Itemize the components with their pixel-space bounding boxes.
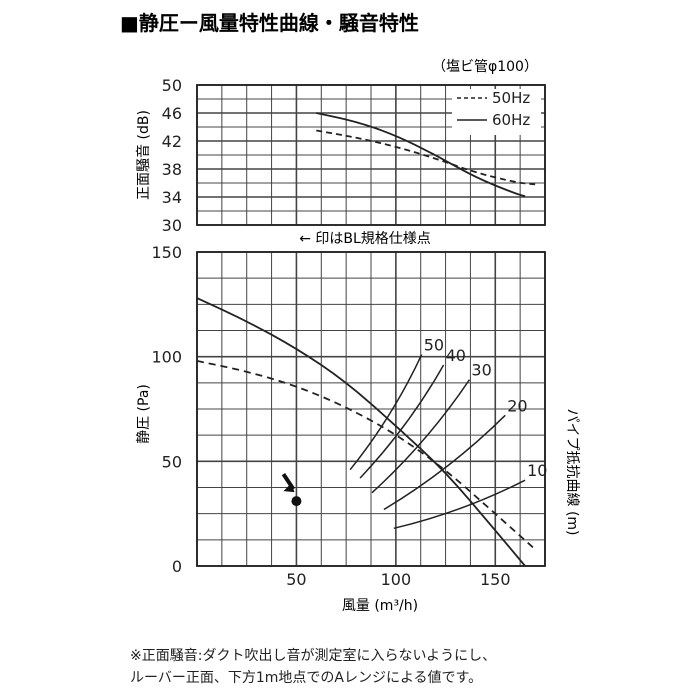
legend-label-60Hz: 60Hz — [492, 111, 530, 129]
pipe-curve-label-10: 10 — [527, 461, 547, 480]
noise-y-tick-label: 38 — [162, 160, 182, 179]
x-tick-label: 50 — [286, 570, 306, 589]
noise-y-tick-label: 46 — [162, 104, 182, 123]
noise-y-tick-label: 30 — [162, 216, 182, 235]
pipe-curve-label-40: 40 — [446, 346, 466, 365]
pressure-y-tick-label: 100 — [151, 348, 182, 367]
x-tick-label: 150 — [480, 570, 511, 589]
x-tick-label: 100 — [381, 570, 412, 589]
pressure-curve-dashed — [196, 360, 536, 550]
noise-y-tick-label: 50 — [162, 76, 182, 95]
pressure-y-tick-label: 50 — [162, 452, 182, 471]
bl-note: ← 印はBL規格仕様点 — [299, 231, 431, 247]
legend-label-50Hz: 50Hz — [492, 89, 530, 107]
noise-chart-frame — [196, 84, 546, 226]
noise-y-tick-label: 42 — [162, 132, 182, 151]
footnote-line: ※正面騒音:ダクト吹出し音が測定室に入らないようにし、 — [130, 647, 496, 664]
pressure-y-tick-label: 150 — [151, 243, 182, 262]
footnote-line: ルーバー正面、下方1m地点でのAレンジによる値です。 — [130, 670, 482, 686]
pipe-note: （塩ビ管φ100） — [432, 59, 538, 75]
noise-y-tick-label: 34 — [162, 188, 182, 207]
pipe-curve-label-30: 30 — [471, 361, 491, 380]
pipe-curve-50 — [349, 354, 423, 471]
noise-series-60Hz — [316, 112, 526, 198]
pipe-curve-40 — [359, 364, 445, 479]
pressure-curve-solid — [196, 297, 526, 567]
noise-legend-box — [452, 89, 541, 135]
pipe-curve-10 — [393, 479, 526, 530]
pressure-y-tick-label: 0 — [172, 557, 182, 576]
noise-series-50Hz — [316, 129, 536, 186]
bl-spec-point — [291, 496, 302, 507]
page-title: ■静圧ー風量特性曲線・騒音特性 — [120, 11, 419, 35]
x-axis-label: 風量 (m³/h) — [342, 598, 418, 614]
pipe-curve-label-20: 20 — [507, 396, 527, 415]
noise-axis-label: 正面騒音 (dB) — [135, 110, 152, 200]
pressure-axis-label: 静圧 (Pa) — [136, 384, 152, 444]
pressure-chart-grid — [196, 251, 546, 567]
pipe-resistance-axis-label: パイプ抵抗曲線 (m) — [564, 408, 580, 535]
pressure-chart-frame — [196, 251, 546, 567]
pipe-curve-30 — [371, 379, 471, 494]
bl-arrow-icon — [283, 483, 295, 493]
pipe-curve-label-50: 50 — [424, 336, 444, 355]
bl-note-bg — [270, 228, 466, 248]
pipe-curve-20 — [383, 414, 506, 511]
